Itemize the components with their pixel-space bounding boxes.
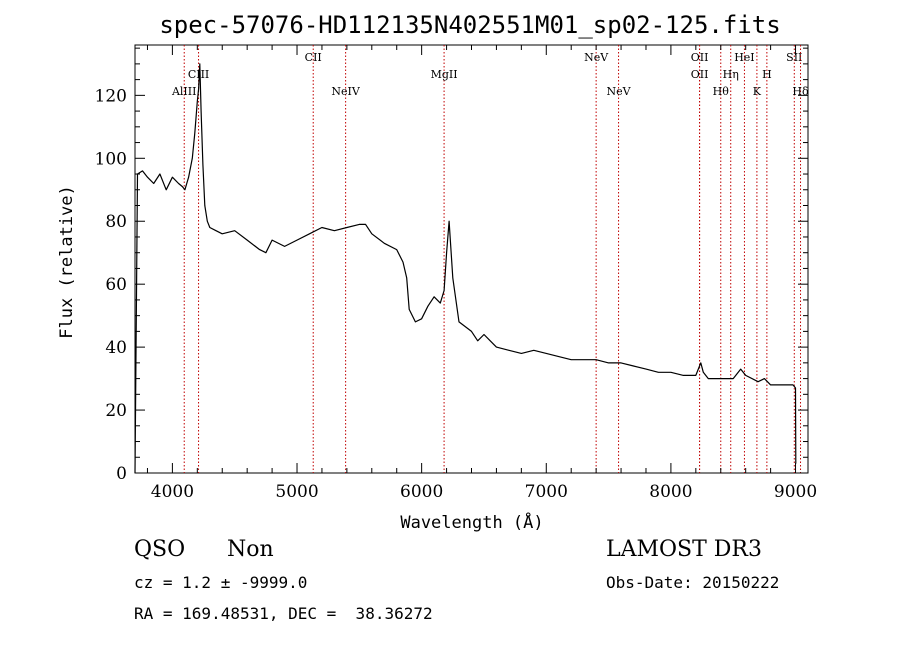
x-tick-label: 6000 — [400, 482, 443, 502]
y-tick-label: 80 — [105, 212, 127, 232]
emission-line-label: H — [762, 68, 772, 81]
obs-date: Obs-Date: 20150222 — [606, 573, 780, 592]
chart-title: spec-57076-HD112135N402551M01_sp02-125.f… — [159, 11, 780, 39]
coordinates: RA = 169.48531, DEC = 38.36272 — [134, 604, 433, 623]
x-axis-label: Wavelength (Å) — [400, 511, 543, 533]
y-tick-label: 20 — [105, 401, 127, 421]
emission-line-label: CII — [305, 51, 322, 64]
y-tick-label: 60 — [105, 275, 127, 295]
y-tick-label: 100 — [95, 149, 127, 169]
y-tick-label: 40 — [105, 338, 127, 358]
survey-name: LAMOST DR3 — [606, 537, 762, 562]
emission-line-label: K — [753, 85, 762, 98]
emission-line-label: AlIII — [171, 85, 197, 98]
y-tick-label: 120 — [95, 86, 127, 106]
emission-line-label: Hθ — [713, 85, 730, 98]
x-tick-label: 8000 — [649, 482, 692, 502]
subclass: Non — [227, 537, 274, 562]
emission-line-label: NeV — [584, 51, 609, 64]
emission-line-label: HeI — [734, 51, 754, 64]
emission-line-label: NeIV — [331, 85, 360, 98]
plot-area: AlIII CIII CII NeIV MgII NeV NeV OII OII Hθ Hη HeI H… — [95, 44, 817, 502]
x-tick-label: 5000 — [275, 482, 318, 502]
x-tick-label: 7000 — [525, 482, 568, 502]
plot-frame — [134, 44, 809, 474]
spectrum-line — [134, 63, 797, 474]
object-class: QSO — [134, 537, 186, 562]
emission-line-label: OII — [691, 68, 709, 81]
redshift-cz: cz = 1.2 ± -9999.0 — [134, 573, 308, 592]
emission-line-label: CIII — [188, 68, 209, 81]
emission-line-label: NeV — [607, 85, 632, 98]
emission-line-label: OII — [691, 51, 709, 64]
emission-line-label: SII — [786, 51, 802, 64]
emission-line-label: Hη — [723, 68, 739, 81]
y-tick-label: 0 — [116, 464, 127, 484]
emission-line-label: MgII — [431, 68, 458, 81]
x-tick-label: 9000 — [774, 482, 817, 502]
x-tick-label: 4000 — [151, 482, 194, 502]
emission-line-label: Hδ — [792, 85, 809, 98]
y-axis-label: Flux (relative) — [57, 185, 77, 339]
